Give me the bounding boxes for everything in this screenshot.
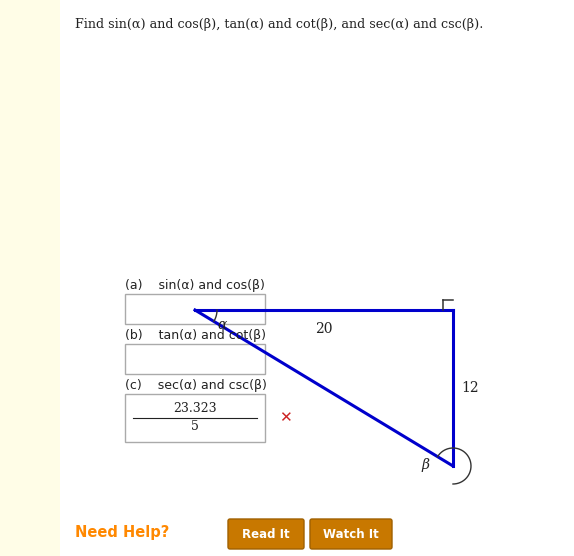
Text: Watch It: Watch It (323, 528, 379, 540)
Text: 23.323: 23.323 (173, 403, 217, 415)
Text: β: β (421, 458, 429, 472)
Text: Read It: Read It (242, 528, 290, 540)
Text: (b)    tan(α) and cot(β): (b) tan(α) and cot(β) (125, 329, 266, 342)
Text: (c)    sec(α) and csc(β): (c) sec(α) and csc(β) (125, 379, 267, 392)
Text: Find sin(α) and cos(β), tan(α) and cot(β), and sec(α) and csc(β).: Find sin(α) and cos(β), tan(α) and cot(β… (75, 18, 483, 31)
FancyBboxPatch shape (228, 519, 304, 549)
Bar (125, 394, 265, 442)
Text: 12: 12 (461, 381, 479, 395)
Bar (125, 344, 265, 374)
Text: (a)    sin(α) and cos(β): (a) sin(α) and cos(β) (125, 279, 265, 292)
Text: α: α (217, 318, 226, 332)
FancyBboxPatch shape (310, 519, 392, 549)
Bar (125, 294, 265, 324)
Text: 5: 5 (191, 420, 199, 434)
Text: 20: 20 (315, 322, 333, 336)
Text: ✕: ✕ (279, 410, 292, 425)
Text: Need Help?: Need Help? (75, 525, 169, 540)
